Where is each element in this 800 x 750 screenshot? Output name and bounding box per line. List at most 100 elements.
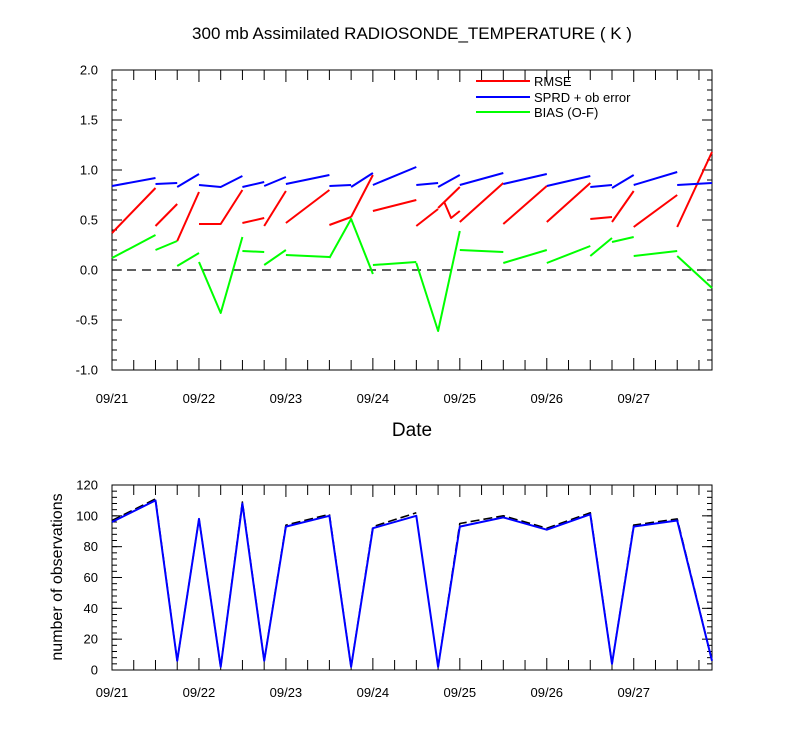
bottom-plot-area: 09/21 09/22 09/23 09/24 09/25 09/26 09/27 0 20 40… <box>76 478 713 700</box>
top-series-rmse-segment-7 <box>329 216 352 226</box>
top-series-bias-o-f-segment-1 <box>155 240 178 251</box>
top-series-bias-o-f-segment-16 <box>676 255 713 289</box>
top-series-bias-o-f-segment-4 <box>242 250 265 253</box>
top-series-rmse-segment-11 <box>437 186 461 209</box>
top-x-tick-label: 09/24 <box>357 391 390 406</box>
top-series-sprd-ob-error-segment-9 <box>372 166 417 186</box>
top-series-sprd-ob-error-segment-12 <box>459 172 504 186</box>
top-series-sprd-ob-error-segment-18 <box>677 182 713 186</box>
top-series-rmse-segment-3 <box>199 189 244 225</box>
top-series-rmse-segment-14 <box>502 185 548 225</box>
top-series-sprd-ob-error-segment-15 <box>590 184 613 188</box>
top-series-rmse-segment-0 <box>111 187 157 234</box>
bottom-x-tick-label: 09/25 <box>444 685 477 700</box>
bottom-y-tick-label: 80 <box>84 539 98 554</box>
bottom-x-tick-label: 09/24 <box>357 685 390 700</box>
top-series-sprd-ob-error-segment-11 <box>437 174 461 188</box>
top-tick-marks <box>111 69 712 371</box>
top-series-rmse-segment-4 <box>242 217 265 224</box>
top-y-tick-label: 1.0 <box>80 163 98 178</box>
top-y-tick-label: -0.5 <box>76 313 98 328</box>
top-series-sprd-ob-error-segment-5 <box>263 176 287 187</box>
top-series-sprd-ob-error-segment-4 <box>242 181 265 188</box>
bottom-series-possible-observations-segment-1 <box>437 511 713 668</box>
top-series-bias-o-f-segment-3 <box>198 236 244 314</box>
top-series-sprd-ob-error-segment-13 <box>503 173 548 185</box>
top-series-rmse-segment-18 <box>633 194 678 228</box>
bottom-x-tick-label: 09/21 <box>96 685 129 700</box>
top-series-rmse-segment-17 <box>611 190 635 223</box>
top-series-rmse-segment-19 <box>676 151 713 228</box>
bottom-x-tick-label: 09/22 <box>183 685 216 700</box>
top-series-sprd-ob-error-segment-2 <box>176 173 200 188</box>
top-y-tick-label: 2.0 <box>80 63 98 78</box>
top-series-bias-o-f-segment-6 <box>285 254 330 258</box>
top-y-tick-label: -1.0 <box>76 363 98 378</box>
top-x-tick-label: 09/22 <box>183 391 216 406</box>
bottom-y-tick-label: 40 <box>84 601 98 616</box>
top-series-sprd-ob-error <box>111 166 713 189</box>
top-series-bias-o-f-segment-0 <box>111 234 156 259</box>
top-series-bias-o-f-segment-11 <box>503 249 548 264</box>
bottom-tick-marks <box>111 484 712 671</box>
bottom-y-axis-title: number of observations <box>49 493 66 660</box>
top-series-bias-o-f-segment-10 <box>459 249 504 253</box>
top-series-sprd-ob-error-segment-17 <box>633 171 678 186</box>
top-y-tick-label: 0.5 <box>80 213 98 228</box>
legend: RMSE SPRD + ob error BIAS (O-F) <box>476 74 631 120</box>
top-series-bias-o-f-segment-5 <box>263 249 287 266</box>
top-series-rmse-segment-13 <box>459 182 504 223</box>
top-series-sprd-ob-error-segment-7 <box>329 184 352 187</box>
bottom-panel: 09/21 09/22 09/23 09/24 09/25 09/26 09/27 0 20 40… <box>49 478 713 700</box>
bottom-y-tick-label: 120 <box>76 478 98 493</box>
top-x-tick-label: 09/27 <box>617 391 650 406</box>
top-plot-area: 09/21 09/22 09/23 09/24 09/25 09/26 09/27 -1.0 -… <box>76 63 713 406</box>
top-series-rmse-segment-1 <box>154 203 178 227</box>
bottom-series-used-observations <box>111 499 713 668</box>
top-series-bias-o-f-segment-12 <box>546 245 591 264</box>
top-plot-frame <box>111 69 713 371</box>
top-series-sprd-ob-error-segment-10 <box>416 182 439 186</box>
top-series-rmse-segment-12 <box>443 201 461 219</box>
top-series-bias-o-f-segment-8 <box>372 261 417 266</box>
legend-label-sprd: SPRD + ob error <box>534 90 631 105</box>
top-x-tick-label: 09/25 <box>444 391 477 406</box>
top-series-sprd-ob-error-segment-6 <box>285 174 330 185</box>
top-series-bias-o-f-segment-15 <box>633 250 678 257</box>
top-series-rmse <box>111 151 713 242</box>
top-series-rmse-segment-2 <box>176 191 200 242</box>
top-series-rmse-segment-5 <box>263 190 287 227</box>
bottom-y-tick-label: 100 <box>76 508 98 523</box>
top-series-bias-o-f-segment-13 <box>589 237 613 257</box>
top-series-sprd-ob-error-segment-1 <box>155 182 178 185</box>
top-series-rmse-segment-15 <box>546 182 591 223</box>
top-x-axis-title: Date <box>392 420 432 441</box>
bottom-series-possible-observations-segment-0 <box>111 498 417 668</box>
bottom-series-possible-observations <box>111 498 713 668</box>
top-series-sprd-ob-error-segment-16 <box>611 174 635 189</box>
top-x-tick-label: 09/23 <box>270 391 303 406</box>
top-series-rmse-segment-10 <box>415 208 439 227</box>
top-series-bias-o-f-segment-7 <box>328 218 374 275</box>
top-series-rmse-segment-9 <box>372 199 417 212</box>
bottom-series-used-observations-segment-0 <box>111 499 713 668</box>
top-panel: 300 mb Assimilated RADIOSONDE_TEMPERATUR… <box>76 24 713 441</box>
bottom-y-tick-label: 60 <box>84 570 98 585</box>
top-x-tick-label: 09/26 <box>531 391 564 406</box>
top-series-bias-o-f-segment-9 <box>415 230 461 332</box>
top-series-rmse-segment-8 <box>350 174 374 218</box>
top-series-sprd-ob-error-segment-3 <box>198 175 243 188</box>
legend-label-bias: BIAS (O-F) <box>534 105 598 120</box>
bottom-plot-frame <box>111 484 713 671</box>
top-series-bias-o-f-segment-2 <box>176 252 200 267</box>
bottom-y-tick-label: 0 <box>91 663 98 678</box>
top-series-sprd-ob-error-segment-14 <box>546 175 591 187</box>
top-series-rmse-segment-16 <box>590 216 613 220</box>
bottom-x-tick-label: 09/26 <box>531 685 564 700</box>
bottom-x-tick-label: 09/27 <box>617 685 650 700</box>
top-y-tick-label: 1.5 <box>80 113 98 128</box>
top-chart-title: 300 mb Assimilated RADIOSONDE_TEMPERATUR… <box>192 24 632 43</box>
top-series-sprd-ob-error-segment-8 <box>350 172 374 188</box>
top-y-tick-label: 0.0 <box>80 263 98 278</box>
